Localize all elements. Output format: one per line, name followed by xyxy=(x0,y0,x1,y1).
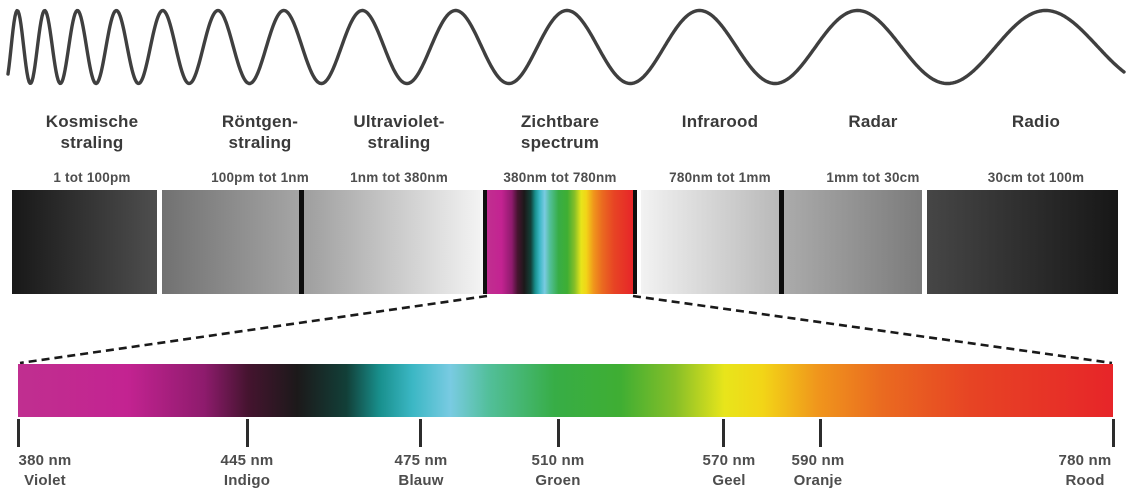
bar-separator xyxy=(779,190,784,294)
band-column-radio: Radio 30cm tot 100m xyxy=(951,111,1121,185)
band-range: 1 tot 100pm xyxy=(53,170,131,185)
band-title: Radar xyxy=(848,112,898,131)
band-column-kosmische: Kosmische straling 1 tot 100pm xyxy=(7,111,177,185)
band-title: Radio xyxy=(1011,112,1061,131)
band-title: Zichtbare spectrum xyxy=(520,112,600,152)
wavelength-label: 380 nm Violet xyxy=(18,452,72,489)
band-title: Ultraviolet- straling xyxy=(353,112,445,152)
wavelength-tick xyxy=(419,419,422,447)
wavelength-tick xyxy=(1112,419,1115,447)
band-column-zichtbaar: Zichtbare spectrum 380nm tot 780nm xyxy=(475,111,645,185)
wavelength-tick xyxy=(246,419,249,447)
band-title: Röntgen- straling xyxy=(221,112,299,152)
band-bar-infrarood xyxy=(641,190,779,294)
band-column-infrarood: Infrarood 780nm tot 1mm xyxy=(635,111,805,185)
band-title: Kosmische straling xyxy=(45,112,139,152)
wavelength-label: 445 nm Indigo xyxy=(220,452,274,489)
band-title: Infrarood xyxy=(681,112,759,131)
wavelength-label: 590 nm Oranje xyxy=(791,452,845,489)
wavelength-tick xyxy=(17,419,20,447)
wavelength-label: 780 nm Rood xyxy=(1058,452,1112,489)
band-range: 100pm tot 1nm xyxy=(211,170,309,185)
visible-spectrum-expanded-bar xyxy=(18,364,1113,417)
bar-separator xyxy=(299,190,304,294)
band-range: 1nm tot 380nm xyxy=(350,170,448,185)
band-bar-radar xyxy=(784,190,922,294)
wavelength-label: 570 nm Geel xyxy=(702,452,756,489)
band-range: 30cm tot 100m xyxy=(987,170,1085,185)
band-column-rontgen: Röntgen- straling 100pm tot 1nm xyxy=(175,111,345,185)
band-bar-kosmische xyxy=(12,190,157,294)
wavelength-label: 510 nm Groen xyxy=(531,452,585,489)
band-bar-ultraviolet xyxy=(304,190,483,294)
band-column-ultraviolet: Ultraviolet- straling 1nm tot 380nm xyxy=(314,111,484,185)
band-range: 780nm tot 1mm xyxy=(669,170,771,185)
wavelength-tick xyxy=(557,419,560,447)
wavelength-tick xyxy=(819,419,822,447)
wavelength-tick xyxy=(722,419,725,447)
wavelength-label: 475 nm Blauw xyxy=(394,452,448,489)
band-column-radar: Radar 1mm tot 30cm xyxy=(788,111,958,185)
visible-spectrum-bar xyxy=(483,190,637,294)
band-bar-rontgen xyxy=(162,190,299,294)
wavelength-wave-icon xyxy=(6,8,1126,86)
band-range: 380nm tot 780nm xyxy=(503,170,617,185)
band-range: 1mm tot 30cm xyxy=(826,170,920,185)
projection-dashed-lines xyxy=(19,294,1113,365)
band-bar-radio xyxy=(927,190,1118,294)
